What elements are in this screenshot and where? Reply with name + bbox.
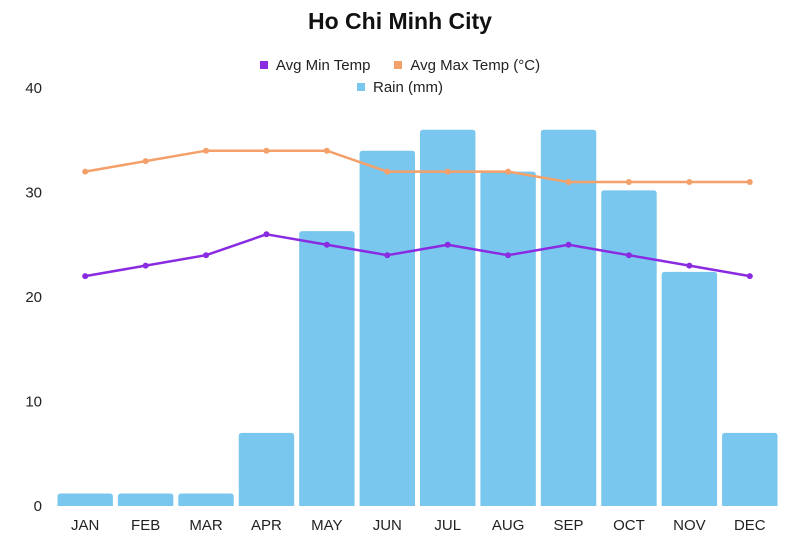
y-tick-label: 0 (34, 498, 42, 515)
y-tick-label: 40 (25, 80, 42, 97)
bar-rain-sep (540, 129, 597, 507)
point-avg-min-temp-jan (82, 273, 89, 280)
point-avg-min-temp-sep (565, 241, 572, 248)
point-avg-min-temp-mar (203, 252, 210, 259)
x-tick-label-apr: APR (251, 517, 282, 534)
point-avg-min-temp-may (323, 241, 330, 248)
point-avg-max-temp-c-mar (203, 147, 210, 154)
point-avg-max-temp-c-may (323, 147, 330, 154)
point-avg-min-temp-nov (686, 262, 693, 269)
legend-swatch-avg-min-temp (259, 61, 268, 69)
bar-rain-oct (601, 190, 657, 506)
bar-rain-mar (178, 493, 234, 506)
point-avg-max-temp-c-aug (505, 168, 512, 175)
legend: Avg Min Temp Avg Max Temp (°C) Rain (mm) (0, 54, 800, 98)
bar-rain-may (299, 231, 355, 507)
bar-rain-jan (57, 493, 113, 506)
bar-rain-aug (480, 171, 536, 506)
x-tick-label-jan: JAN (71, 517, 99, 534)
point-avg-min-temp-jul (444, 241, 451, 248)
legend-label-avg-min-temp: Avg Min Temp (275, 56, 371, 74)
point-avg-min-temp-apr (263, 231, 270, 238)
x-tick-label-sep: SEP (554, 517, 584, 534)
x-tick-label-nov: NOV (673, 517, 706, 534)
line-avg-max-temp-c (84, 149, 750, 184)
point-avg-max-temp-c-nov (686, 179, 693, 186)
point-avg-min-temp-dec (746, 273, 753, 280)
line-avg-min-temp (84, 233, 751, 278)
legend-row-bottom: Rain (mm) (0, 76, 800, 98)
point-avg-max-temp-c-sep (565, 179, 572, 186)
point-avg-max-temp-c-oct (625, 179, 632, 186)
x-tick-label-jul: JUL (434, 517, 461, 534)
legend-swatch-rain (357, 83, 365, 91)
point-avg-min-temp-aug (505, 252, 512, 259)
point-avg-max-temp-c-jan (82, 168, 89, 175)
point-avg-min-temp-feb (142, 262, 149, 269)
legend-item-rain[interactable]: Rain (mm) (357, 79, 443, 96)
point-avg-max-temp-c-feb (142, 158, 149, 165)
bar-rain-jul (420, 129, 476, 507)
point-avg-max-temp-c-apr (263, 147, 270, 154)
bar-rain-apr (238, 432, 295, 506)
bar-rain-nov (661, 271, 718, 506)
point-avg-max-temp-c-jul (444, 168, 451, 175)
x-tick-label-oct: OCT (613, 517, 645, 534)
legend-label-rain: Rain (mm) (373, 78, 443, 96)
x-tick-label-mar: MAR (189, 517, 223, 534)
bar-rain-dec (722, 432, 778, 506)
x-tick-label-feb: FEB (131, 517, 160, 534)
y-tick-label: 20 (25, 289, 42, 306)
point-avg-max-temp-c-jun (384, 168, 391, 175)
y-tick-label: 30 (25, 185, 42, 202)
legend-row-top: Avg Min Temp Avg Max Temp (°C) (0, 54, 800, 76)
x-tick-label-may: MAY (311, 517, 342, 534)
x-tick-label-dec: DEC (734, 517, 766, 534)
legend-item-avg-min-temp[interactable]: Avg Min Temp (259, 56, 371, 74)
point-avg-max-temp-c-dec (746, 179, 753, 186)
y-tick-label: 10 (25, 394, 42, 411)
point-avg-min-temp-oct (625, 252, 632, 259)
legend-swatch-avg-max-temp (394, 61, 403, 69)
x-tick-label-jun: JUN (373, 517, 402, 534)
bar-rain-jun (359, 150, 415, 506)
bar-rain-feb (117, 493, 174, 506)
point-avg-min-temp-jun (384, 252, 391, 259)
legend-label-avg-max-temp: Avg Max Temp (°C) (410, 56, 541, 74)
x-tick-label-aug: AUG (492, 517, 525, 534)
chart-title: Ho Chi Minh City (308, 8, 492, 34)
legend-item-avg-max-temp[interactable]: Avg Max Temp (°C) (394, 57, 540, 74)
